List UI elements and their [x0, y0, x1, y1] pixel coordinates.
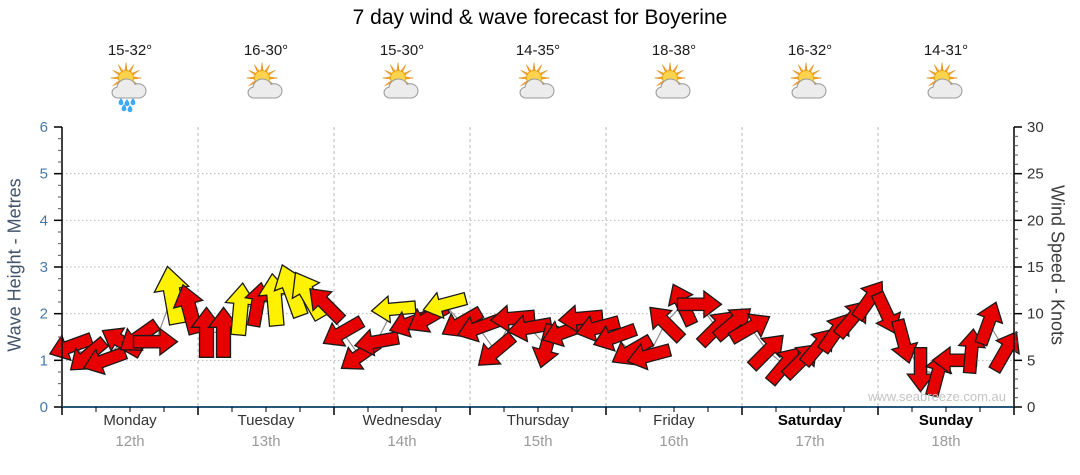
wind-arrow: [422, 291, 469, 320]
day-temp-range: 14-31°: [923, 42, 969, 59]
wind-arrow: [132, 327, 179, 357]
wind-arrow: [119, 318, 161, 352]
wind-tick-label: 0: [1027, 399, 1035, 416]
day-temp-range: 15-32°: [107, 42, 153, 59]
sun-cloud-icon: [790, 62, 827, 99]
day-name-label: Sunday: [918, 412, 974, 429]
wind-arrow: [291, 271, 329, 323]
wind-arrow: [626, 342, 673, 371]
sun-cloud-icon: [654, 62, 691, 99]
wind-arrow: [353, 328, 400, 357]
day-label: Monday 12th: [62, 412, 198, 450]
day-name-label: Friday: [653, 412, 695, 429]
day-label: Sunday 18th: [878, 412, 1014, 450]
wave-axis-title: Wave Height - Metres: [4, 178, 25, 352]
wave-tick-label: 6: [40, 119, 48, 136]
day-summary: 14-31°: [878, 42, 1014, 114]
day-labels-row: Monday 12th Tuesday 13th Wednesday 14th Thursd…: [62, 412, 1014, 450]
sun-cloud-rain-icon: [110, 62, 147, 113]
day-summary: 14-35°: [470, 42, 606, 114]
wind-arrow: [727, 313, 771, 345]
sun-cloud-icon: [246, 62, 283, 99]
day-date-label: 15th: [523, 433, 553, 450]
watermark: www.seabreeze.com.au: [867, 389, 1006, 404]
day-label: Wednesday 14th: [334, 412, 470, 450]
day-summary: 16-30°: [198, 42, 334, 114]
wind-arrow: [890, 318, 919, 364]
day-summary: 18-38°: [606, 42, 742, 114]
sun-cloud-icon: [926, 62, 963, 99]
day-summary: 15-30°: [334, 42, 470, 114]
wind-arrow: [82, 346, 129, 376]
wind-arrow: [746, 334, 784, 372]
wave-tick-label: 1: [40, 352, 48, 369]
day-date-label: 12th: [115, 433, 145, 450]
day-temp-range: 16-32°: [787, 42, 833, 59]
wind-tick-label: 15: [1027, 259, 1044, 276]
wave-tick-label: 3: [40, 259, 48, 276]
wind-arrow: [506, 314, 553, 343]
day-name-label: Monday: [103, 412, 157, 429]
day-name-label: Tuesday: [237, 412, 295, 429]
day-date-label: 16th: [659, 433, 689, 450]
day-date-label: 18th: [931, 433, 961, 450]
day-summary: 15-32°: [62, 42, 198, 114]
day-name-label: Wednesday: [362, 412, 442, 429]
wind-arrow: [153, 265, 191, 326]
gridlines: [62, 127, 1014, 407]
wind-arrow: [557, 304, 604, 334]
wind-arrow: [309, 287, 347, 326]
day-label: Thursday 15th: [470, 412, 606, 450]
wind-tick-label: 20: [1027, 212, 1044, 229]
day-name-label: Saturday: [777, 412, 843, 429]
day-date-label: 17th: [795, 433, 825, 450]
day-date-label: 14th: [387, 433, 417, 450]
wave-tick-label: 4: [40, 212, 48, 229]
day-label: Friday 16th: [606, 412, 742, 450]
day-label: Saturday 17th: [742, 412, 878, 450]
wind-tick-label: 10: [1027, 306, 1044, 323]
wind-arrow: [974, 301, 1004, 347]
day-temp-range: 18-38°: [651, 42, 697, 59]
daily-summary-row: 15-32° 16-30° 15-30° 14-35° 18-38° 16-32° 14-3…: [62, 42, 1014, 114]
wind-tick-label: 30: [1027, 119, 1044, 136]
wind-axis-title: Wind Speed - Knots: [1047, 184, 1068, 346]
wind-arrow: [649, 306, 687, 344]
day-label: Tuesday 13th: [198, 412, 334, 450]
wave-tick-label: 5: [40, 166, 48, 183]
wind-arrow: [676, 289, 723, 319]
sun-cloud-icon: [518, 62, 555, 99]
wind-arrow: [322, 315, 366, 347]
wave-tick-label: 2: [40, 306, 48, 323]
day-temp-range: 14-35°: [515, 42, 561, 59]
wave-tick-label: 0: [40, 399, 48, 416]
day-temp-range: 16-30°: [243, 42, 289, 59]
day-temp-range: 15-30°: [379, 42, 425, 59]
wind-arrow: [988, 331, 1020, 375]
wind-tick-label: 5: [1027, 352, 1035, 369]
axis-ticks: [54, 126, 1022, 415]
day-date-label: 13th: [251, 433, 281, 450]
day-summary: 16-32°: [742, 42, 878, 114]
day-name-label: Thursday: [506, 412, 570, 429]
wind-arrow: [477, 331, 518, 366]
wind-arrow: [370, 294, 417, 324]
sun-cloud-icon: [382, 62, 419, 99]
wind-tick-label: 25: [1027, 166, 1044, 183]
page-title: 7 day wind & wave forecast for Boyerine: [352, 6, 728, 29]
wind-arrow: [592, 322, 639, 352]
wind-arrows-layer: [48, 263, 1020, 398]
tick-labels: 0 1 2 3 4 5 6 0 5 10 15 20 25 30: [40, 119, 1044, 416]
